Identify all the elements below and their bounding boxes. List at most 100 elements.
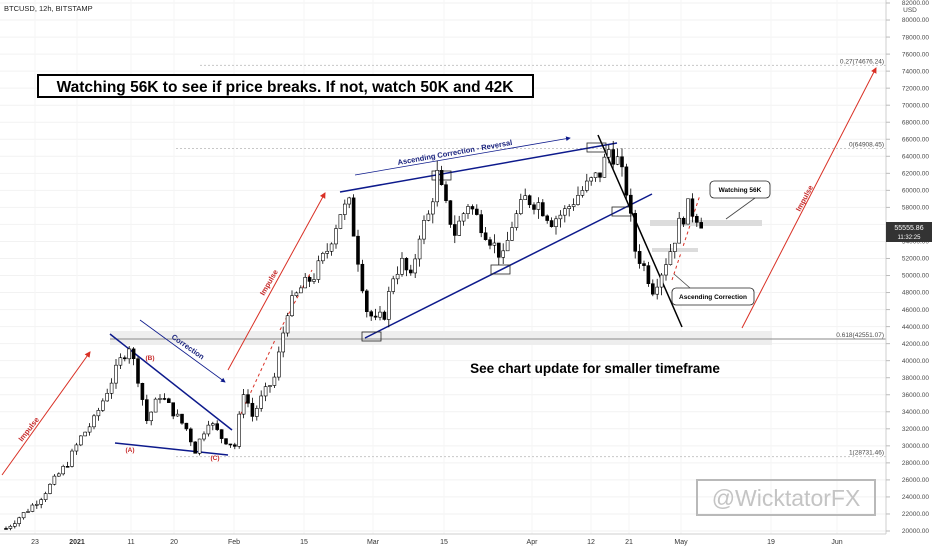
candle-body [417,238,422,260]
candle-body [171,402,175,417]
candle-body [136,358,140,384]
x-tick-label: 21 [625,539,633,546]
candle-body [4,528,8,530]
candle-body [237,413,241,447]
candle-body [197,438,202,454]
candle-body [338,214,343,229]
candle-body [312,279,316,282]
y-tick-label: 74000.00 [902,68,929,75]
candle-body [83,431,87,437]
candle-body [180,413,184,424]
candle-body [149,411,153,422]
candle-body [593,172,598,178]
pivot-box [361,331,382,342]
candle-body [167,398,171,403]
candle-body [202,433,206,440]
watching-callout-text: Watching 56K [719,187,762,194]
candle-body [303,277,308,289]
wedge-upper-line [339,142,618,193]
wedge-arrow [354,136,571,176]
candle-body [373,315,378,318]
candle-body [316,260,321,280]
candle-body [114,364,118,384]
candle-body [351,197,356,237]
candle-body [65,466,70,468]
headline-text: Watching 56K to see if price breaks. If … [57,79,515,96]
candle-body [70,450,74,467]
candle-body [79,435,83,446]
x-tick-label: 20 [170,539,178,546]
y-tick-label: 54000.00 [902,239,929,246]
candle-body [30,504,35,512]
y-tick-label: 26000.00 [902,477,929,484]
y-tick-label: 28000.00 [902,460,929,467]
candle-body [562,208,567,216]
candle-body [140,382,145,400]
candle-body [123,357,127,360]
candle-body [131,348,136,360]
candle-body [452,224,457,236]
candle-body [17,517,22,524]
candle-body [272,376,277,386]
candle-body [290,295,294,317]
candle-body [404,257,409,271]
candle-body [430,201,435,215]
wave-label: (B) [145,355,154,362]
candle-body [518,199,523,214]
y-tick-label: 52000.00 [902,256,929,263]
candle-body [298,287,303,294]
fib-label: 0(64908.45) [849,142,884,149]
candle-body [567,206,572,209]
fib-levels: 0.27(74676.24) 0(64908.45) 0.618(42551.07)… [110,58,886,458]
breakdown-line [597,134,683,328]
candle-body [686,198,690,225]
candle-body [61,466,66,475]
y-tick-label: 42000.00 [902,341,929,348]
candle-body [158,398,162,400]
candle-body [105,393,109,402]
candle-body [505,240,510,252]
watermark: @WicktatorFX [696,479,876,516]
candle-body [369,311,374,317]
candle-body [633,213,638,252]
x-tick-label: 19 [767,539,775,546]
candle-body [255,408,259,417]
x-tick-label: Mar [367,539,380,546]
candle-body [527,195,532,206]
candle-body [52,475,57,485]
candle-body [56,473,61,477]
projection-line [671,194,701,281]
candle-body [457,220,462,236]
watch-zone [650,220,762,226]
candle-body [211,423,215,426]
candle-body [435,170,440,203]
correction-arrow [139,319,226,383]
candle-body [184,422,189,430]
x-tick-label: Feb [228,539,240,546]
candle-body [659,274,664,288]
x-tick-label: Jun [831,539,842,546]
correction-lower-line [114,442,229,456]
impulse-arrow [741,67,877,329]
candle-body [492,242,497,246]
y-tick-label: 68000.00 [902,119,929,126]
y-tick-label: 82000.00 [902,0,929,7]
candle-body [466,206,470,215]
candle-body [8,525,13,529]
candle-body [307,277,312,282]
candle-body [364,290,369,313]
candle-body [347,197,352,205]
headline-box: Watching 56K to see if price breaks. If … [37,74,534,98]
candle-body [285,315,290,334]
candle-body [43,493,48,500]
candle-body [74,444,79,452]
candle-body [246,394,250,404]
ascending-callout-box [671,287,755,306]
impulse-arrow [1,351,91,476]
candle-body [422,220,426,240]
candle-body [470,206,475,210]
candle-body [34,504,39,506]
x-tick-label: 15 [440,539,448,546]
candle-body [189,428,193,443]
